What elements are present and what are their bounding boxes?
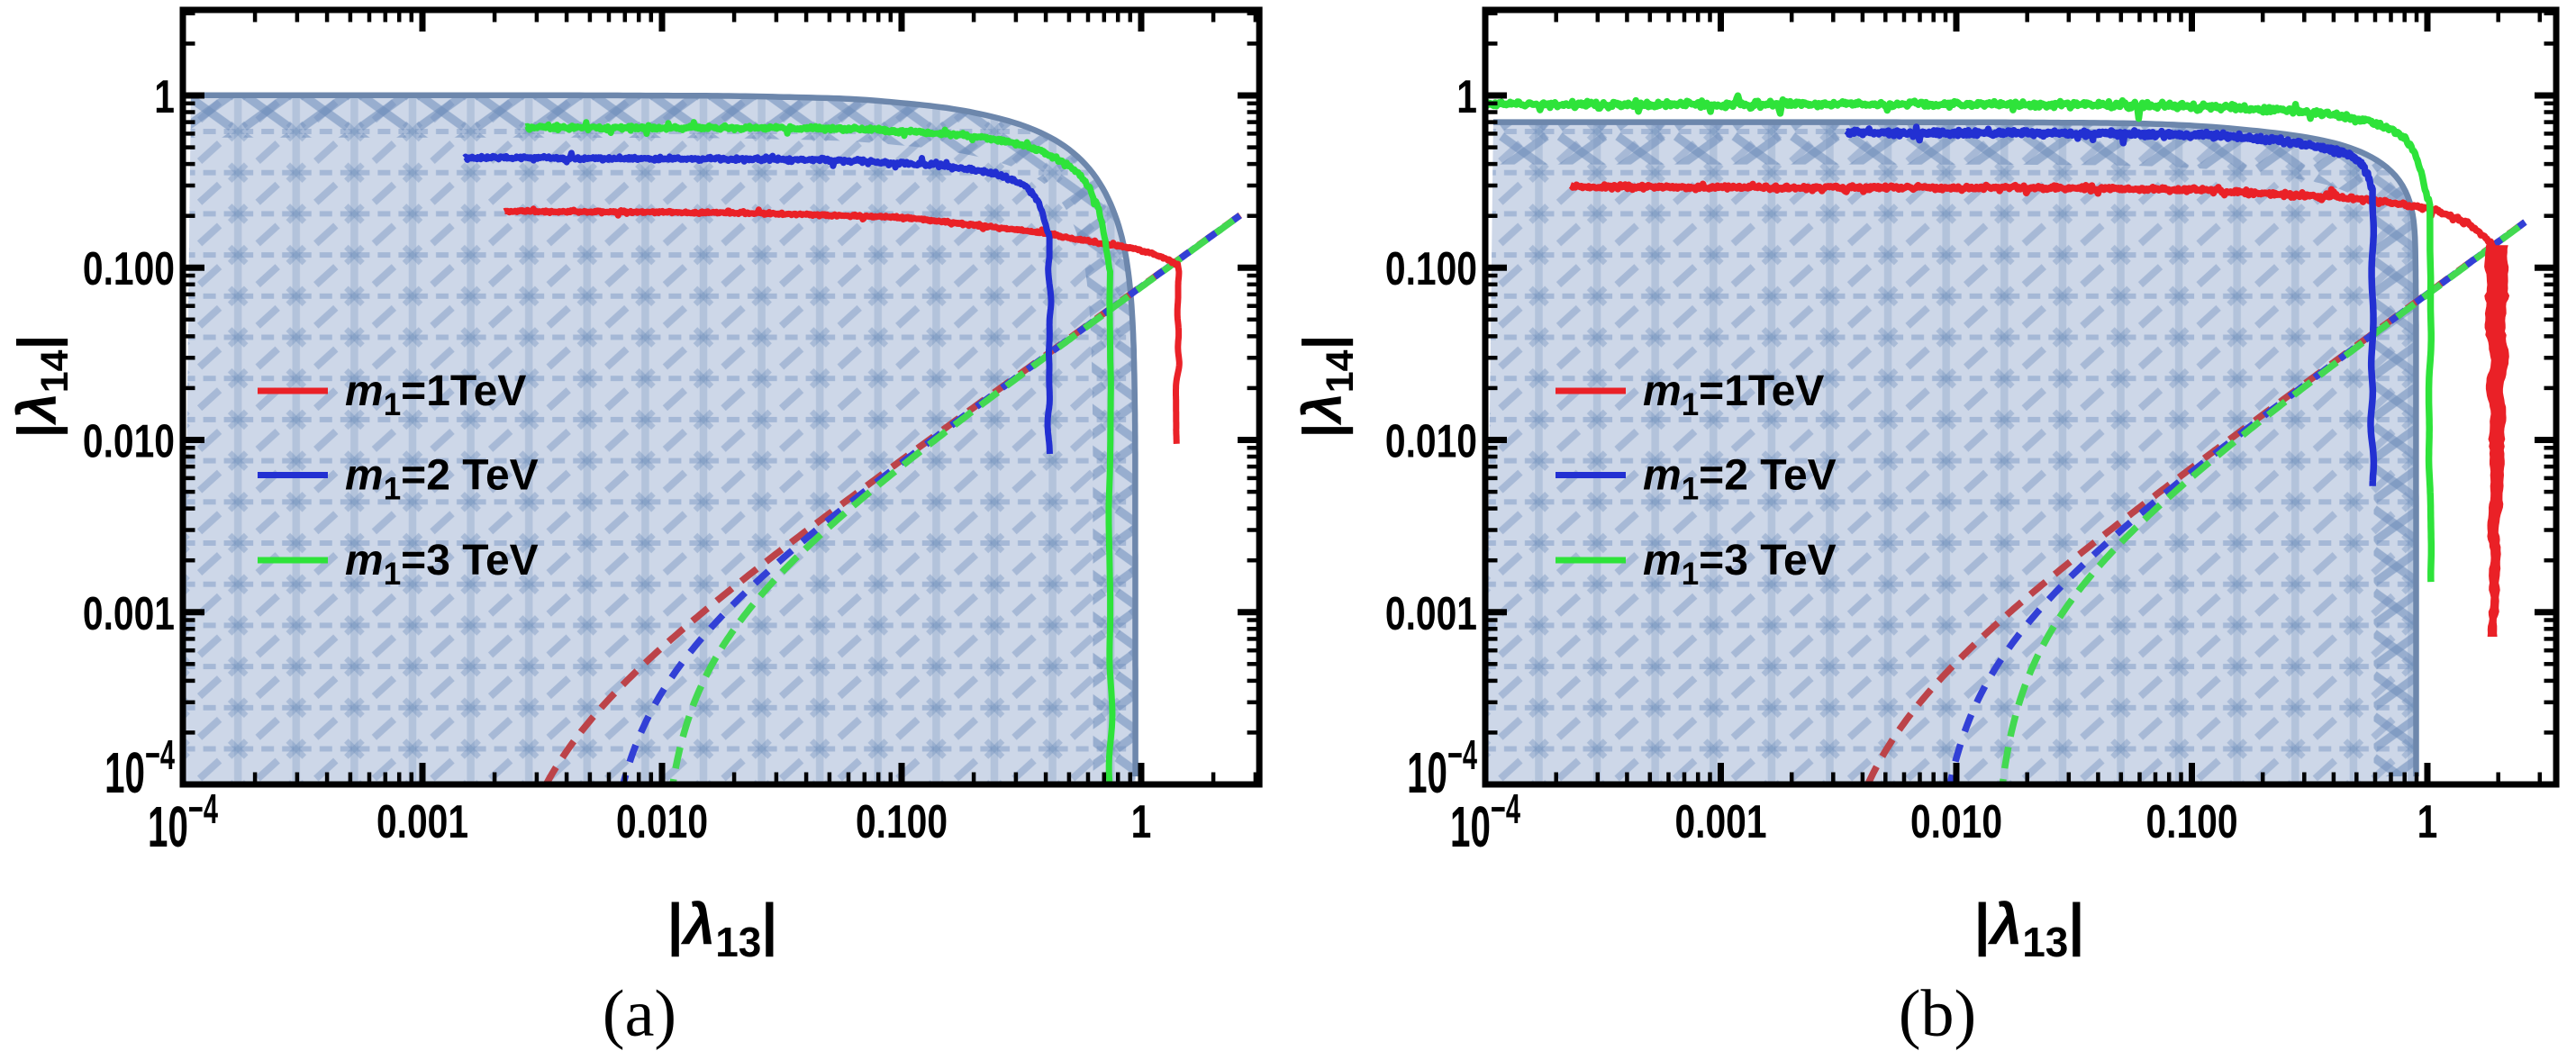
svg-text:0.100: 0.100	[2145, 795, 2237, 847]
svg-text:1: 1	[2417, 795, 2438, 847]
svg-text:0.010: 0.010	[83, 415, 175, 467]
svg-text:(a): (a)	[603, 977, 676, 1051]
svg-text:m1=3 TeV: m1=3 TeV	[345, 537, 539, 592]
svg-text:0.001: 0.001	[1674, 795, 1766, 847]
svg-text:0.100: 0.100	[1385, 242, 1477, 294]
svg-text:m1=1TeV: m1=1TeV	[1643, 367, 1824, 422]
svg-text:0.010: 0.010	[616, 795, 708, 847]
svg-text:0.001: 0.001	[1385, 587, 1477, 639]
svg-text:0.100: 0.100	[83, 242, 175, 294]
svg-text:0.001: 0.001	[83, 587, 175, 639]
svg-text:0.001: 0.001	[376, 795, 468, 847]
svg-text:m1=2 TeV: m1=2 TeV	[345, 452, 539, 507]
svg-text:m1=1TeV: m1=1TeV	[345, 367, 526, 422]
svg-text:0.100: 0.100	[856, 795, 948, 847]
svg-text:1: 1	[1131, 795, 1152, 847]
svg-text:1: 1	[1456, 70, 1477, 122]
svg-text:0.010: 0.010	[1385, 415, 1477, 467]
svg-text:1: 1	[154, 70, 175, 122]
svg-text:|λ14|: |λ14|	[1293, 335, 1362, 439]
svg-text:10−4: 10−4	[148, 786, 218, 859]
svg-text:m1=2 TeV: m1=2 TeV	[1643, 452, 1837, 507]
svg-text:m1=3 TeV: m1=3 TeV	[1643, 537, 1837, 592]
svg-text:(b): (b)	[1899, 977, 1976, 1051]
svg-text:0.010: 0.010	[1910, 795, 2002, 847]
